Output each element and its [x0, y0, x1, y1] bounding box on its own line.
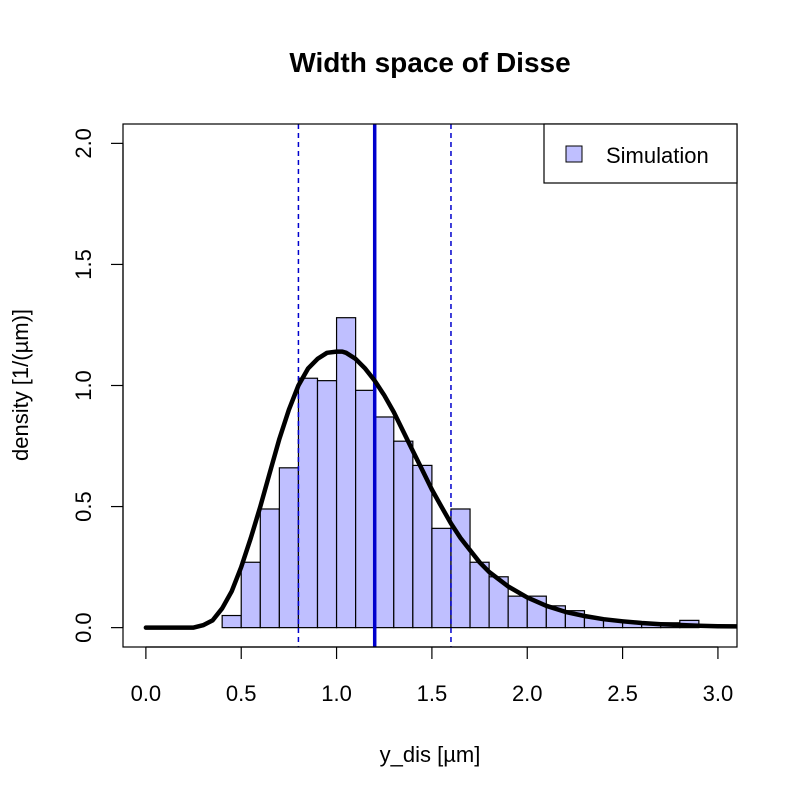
x-tick-label: 1.5	[417, 681, 448, 706]
y-tick-label: 0.5	[71, 491, 96, 522]
histogram-bar	[259, 508, 280, 629]
legend-swatch	[565, 145, 583, 163]
x-axis: 0.0 0.5 1.0 1.5 2.0 2.5 3.0	[131, 646, 734, 706]
histogram-bar	[278, 467, 300, 629]
y-tick-label: 2.0	[71, 128, 96, 159]
x-tick-label: 3.0	[703, 681, 734, 706]
y-tick-label: 0.0	[71, 612, 96, 643]
histogram-bar	[355, 389, 376, 629]
histogram-bar	[431, 527, 452, 629]
histogram-bar	[240, 561, 261, 629]
x-tick-label: 0.0	[131, 681, 162, 706]
histogram-bar	[374, 416, 395, 629]
y-axis: 0.0 0.5 1.0 1.5 2.0	[71, 128, 124, 643]
histogram-bar	[412, 464, 433, 629]
x-tick-label: 1.0	[321, 681, 352, 706]
x-tick-label: 2.5	[607, 681, 638, 706]
y-axis-label: density [1/(µm)]	[8, 309, 33, 461]
x-axis-label: y_dis [µm]	[380, 742, 481, 767]
histogram-bar	[221, 614, 242, 629]
x-tick-label: 2.0	[512, 681, 543, 706]
histogram-bar	[335, 317, 357, 629]
x-tick-label: 0.5	[226, 681, 257, 706]
density-curve-layer	[143, 349, 737, 630]
histogram-bar	[393, 440, 414, 629]
density-curve	[143, 349, 737, 630]
histogram-bar	[297, 377, 319, 629]
histogram-bar	[316, 380, 338, 629]
y-tick-label: 1.0	[71, 370, 96, 401]
histogram-bar	[507, 595, 528, 629]
chart-title: Width space of Disse	[289, 47, 570, 78]
legend: Simulation	[543, 123, 738, 184]
histogram-bars	[221, 317, 700, 629]
y-tick-label: 1.5	[71, 249, 96, 280]
legend-entry-simulation: Simulation	[606, 143, 709, 168]
